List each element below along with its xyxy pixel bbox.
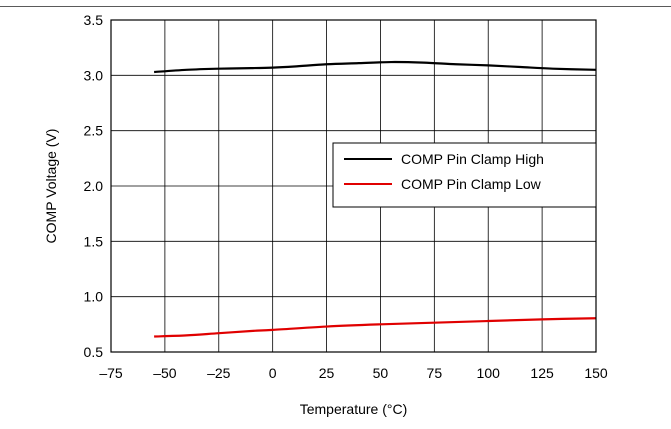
x-tick-label: –50 bbox=[153, 365, 177, 381]
tick-label-layer: –75 –50 –25 0 25 50 75 100 125 150 0.5 1.0 1.5 2.0 2.5… bbox=[84, 12, 608, 381]
x-tick-label: –25 bbox=[207, 365, 231, 381]
x-axis-title: Temperature (°C) bbox=[300, 401, 408, 417]
y-tick-label: 1.0 bbox=[84, 289, 104, 305]
legend-label-clamp-high: COMP Pin Clamp High bbox=[401, 151, 544, 167]
y-tick-label: 3.0 bbox=[84, 67, 104, 83]
x-tick-label: 75 bbox=[427, 365, 443, 381]
x-tick-label: 150 bbox=[584, 365, 608, 381]
series-line-0 bbox=[154, 60, 597, 74]
x-tick-label: 25 bbox=[319, 365, 335, 381]
series-line-1 bbox=[154, 317, 597, 338]
legend-box bbox=[332, 142, 597, 208]
y-tick-label: 3.5 bbox=[84, 12, 104, 28]
series-layer bbox=[154, 60, 597, 338]
y-tick-label: 2.0 bbox=[84, 178, 104, 194]
legend: COMP Pin Clamp High COMP Pin Clamp Low bbox=[332, 142, 597, 208]
y-tick-label: 2.5 bbox=[84, 123, 104, 139]
y-tick-label: 1.5 bbox=[84, 233, 104, 249]
x-tick-label: 100 bbox=[477, 365, 501, 381]
y-axis-title: COMP Voltage (V) bbox=[43, 129, 59, 244]
x-tick-label: 0 bbox=[269, 365, 277, 381]
legend-label-clamp-low: COMP Pin Clamp Low bbox=[401, 176, 542, 192]
top-rule bbox=[0, 6, 671, 7]
x-tick-label: 125 bbox=[530, 365, 554, 381]
x-tick-label: 50 bbox=[373, 365, 389, 381]
y-tick-label: 0.5 bbox=[84, 344, 104, 360]
x-tick-label: –75 bbox=[99, 365, 123, 381]
